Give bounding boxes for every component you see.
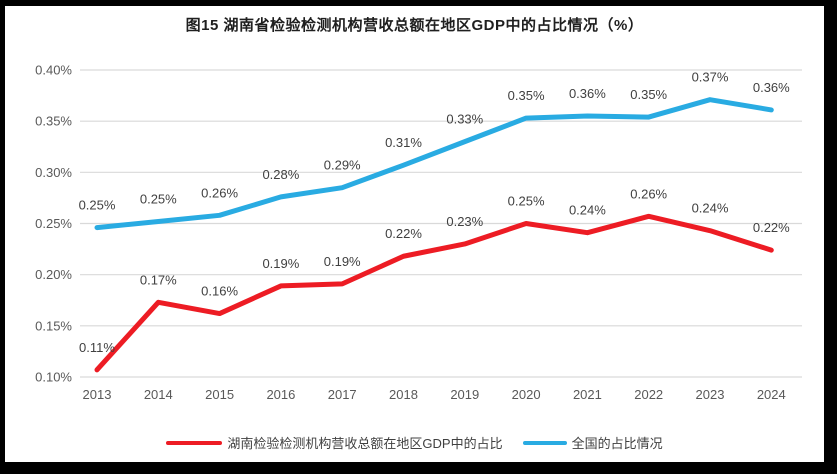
data-label: 0.25% (79, 198, 116, 213)
data-label: 0.25% (508, 194, 545, 209)
y-tick-label: 0.40% (35, 63, 72, 78)
data-label: 0.22% (753, 220, 790, 235)
x-tick-label: 2019 (450, 387, 479, 402)
data-label: 0.11% (79, 340, 115, 355)
x-tick-label: 2022 (634, 387, 663, 402)
data-label: 0.24% (569, 203, 606, 218)
legend-label-national: 全国的占比情况 (571, 436, 663, 451)
data-label: 0.28% (262, 167, 299, 182)
data-label: 0.19% (262, 256, 299, 271)
y-tick-label: 0.20% (35, 267, 72, 282)
legend-item-national: 全国的占比情况 (509, 433, 663, 452)
series-line-0 (94, 213, 774, 373)
data-label: 0.35% (508, 88, 545, 103)
data-label: 0.36% (753, 80, 790, 95)
data-label: 0.36% (569, 86, 606, 101)
x-tick-label: 2017 (328, 387, 357, 402)
data-label: 0.23% (446, 214, 483, 229)
data-label: 0.25% (140, 191, 177, 206)
x-tick-label: 2013 (83, 387, 112, 402)
y-tick-label: 0.15% (35, 318, 72, 333)
data-label: 0.33% (446, 112, 483, 127)
legend-label-hunan: 湖南检验检测机构营收总额在地区GDP中的占比 (227, 436, 503, 451)
x-tick-label: 2014 (144, 387, 173, 402)
data-label: 0.31% (385, 135, 422, 150)
data-label: 0.26% (630, 186, 667, 201)
chart-legend: 湖南检验检测机构营收总额在地区GDP中的占比 全国的占比情况 (5, 433, 824, 452)
chart-title: 图15 湖南省检验检测机构营收总额在地区GDP中的占比情况（%） (185, 17, 644, 34)
legend-item-hunan: 湖南检验检测机构营收总额在地区GDP中的占比 (166, 433, 503, 452)
data-label: 0.24% (692, 201, 729, 216)
chart-canvas: 图15 湖南省检验检测机构营收总额在地区GDP中的占比情况（%） 0.10% 0.… (5, 6, 824, 462)
x-tick-label: 2015 (205, 387, 234, 402)
y-tick-label: 0.30% (35, 165, 72, 180)
series-line-1 (94, 97, 774, 231)
x-tick-label: 2023 (696, 387, 725, 402)
data-label: 0.19% (324, 254, 361, 269)
data-label: 0.37% (692, 70, 729, 85)
data-label: 0.22% (385, 226, 422, 241)
data-label: 0.17% (140, 272, 177, 287)
data-label: 0.16% (201, 284, 238, 299)
line-chart: 0.10% 0.15% 0.20% 0.25% 0.30% 0.35% 0.40% 2013 2… (35, 63, 802, 402)
x-tick-label: 2024 (757, 387, 786, 402)
x-tick-label: 2018 (389, 387, 418, 402)
legend-swatch-national-blue (522, 440, 567, 445)
legend-swatch-hunan-red (166, 440, 223, 445)
x-tick-label: 2020 (512, 387, 541, 402)
y-tick-label: 0.35% (35, 114, 72, 129)
data-label: 0.29% (324, 158, 361, 173)
data-label: 0.35% (630, 87, 667, 102)
x-tick-label: 2021 (573, 387, 602, 402)
y-tick-label: 0.25% (35, 216, 72, 231)
x-tick-label: 2016 (266, 387, 295, 402)
y-tick-label: 0.10% (35, 370, 72, 385)
data-label: 0.26% (201, 185, 238, 200)
